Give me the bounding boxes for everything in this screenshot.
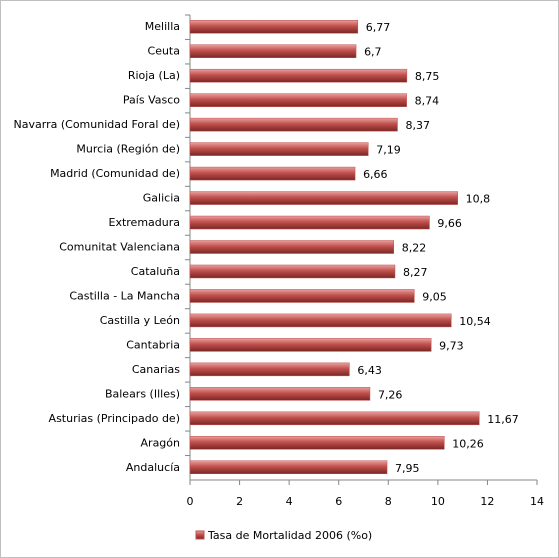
x-tick-label: 6 [335, 495, 342, 508]
data-label: 9,05 [422, 290, 447, 303]
data-label: 8,22 [402, 242, 427, 255]
y-tick-label: Andalucía [126, 461, 180, 474]
y-tick-label: Balears (Illes) [105, 387, 180, 400]
data-label: 10,54 [459, 315, 491, 328]
data-label: 9,66 [437, 217, 462, 230]
y-tick-label: Galicia [143, 192, 180, 205]
data-label: 8,37 [405, 119, 430, 132]
bar [189, 362, 350, 377]
data-label: 10,8 [466, 193, 491, 206]
data-label: 6,43 [357, 364, 382, 377]
y-tick-label: Aragón [141, 436, 181, 449]
y-tick-label: Rioja (La) [128, 69, 180, 82]
x-tick-label: 14 [530, 495, 544, 508]
y-tick-label: Cataluña [131, 265, 180, 278]
bar [189, 289, 415, 303]
y-tick-label: Castilla y León [100, 314, 180, 327]
bar [189, 240, 394, 254]
bar [189, 142, 369, 156]
bar [189, 411, 480, 426]
legend-label: Tasa de Mortalidad 2006 (%o) [207, 529, 372, 542]
y-tick-label: País Vasco [123, 94, 180, 107]
x-tick-label: 4 [286, 495, 293, 508]
data-label: 7,19 [376, 144, 401, 157]
bar [189, 191, 458, 205]
x-tick-label: 12 [480, 495, 494, 508]
y-tick-label: Asturias (Principado de) [49, 412, 180, 425]
data-label: 11,67 [487, 413, 518, 426]
bar [189, 436, 445, 450]
x-tick-label: 0 [187, 495, 194, 508]
data-label: 6,66 [363, 168, 388, 181]
bar [189, 19, 359, 34]
bar [189, 166, 356, 181]
y-tick-label: Canarias [132, 363, 180, 376]
bar [189, 68, 408, 83]
data-label: 8,27 [403, 266, 428, 279]
bar [189, 215, 430, 230]
x-tick-label: 10 [431, 495, 445, 508]
data-label: 8,75 [415, 70, 440, 83]
data-label: 8,74 [415, 95, 440, 108]
y-tick-label: Castilla - La Mancha [69, 289, 180, 302]
bar [189, 117, 398, 132]
bar [189, 338, 432, 352]
bar [189, 264, 396, 279]
data-label: 9,73 [439, 339, 464, 352]
data-label: 6,77 [366, 21, 391, 34]
bar [189, 93, 407, 107]
bar [189, 387, 371, 401]
x-tick-label: 8 [385, 495, 392, 508]
data-label: 6,7 [364, 46, 382, 59]
data-label: 7,95 [395, 462, 420, 475]
y-tick-label: Melilla [145, 20, 180, 33]
y-tick-label: Ceuta [148, 45, 180, 58]
legend-swatch [195, 530, 205, 540]
y-tick-label: Murcia (Región de) [76, 143, 180, 156]
bar [189, 313, 452, 328]
bar [189, 44, 357, 58]
x-tick-label: 2 [236, 495, 243, 508]
bar [189, 460, 388, 475]
y-tick-label: Madrid (Comunidad de) [50, 167, 180, 180]
y-tick-label: Extremadura [109, 216, 181, 229]
y-tick-label: Cantabria [126, 338, 180, 351]
y-tick-label: Comunitat Valenciana [59, 241, 180, 254]
data-label: 10,26 [452, 437, 484, 450]
y-tick-label: Navarra (Comunidad Foral de) [14, 118, 180, 131]
data-label: 7,26 [378, 388, 403, 401]
